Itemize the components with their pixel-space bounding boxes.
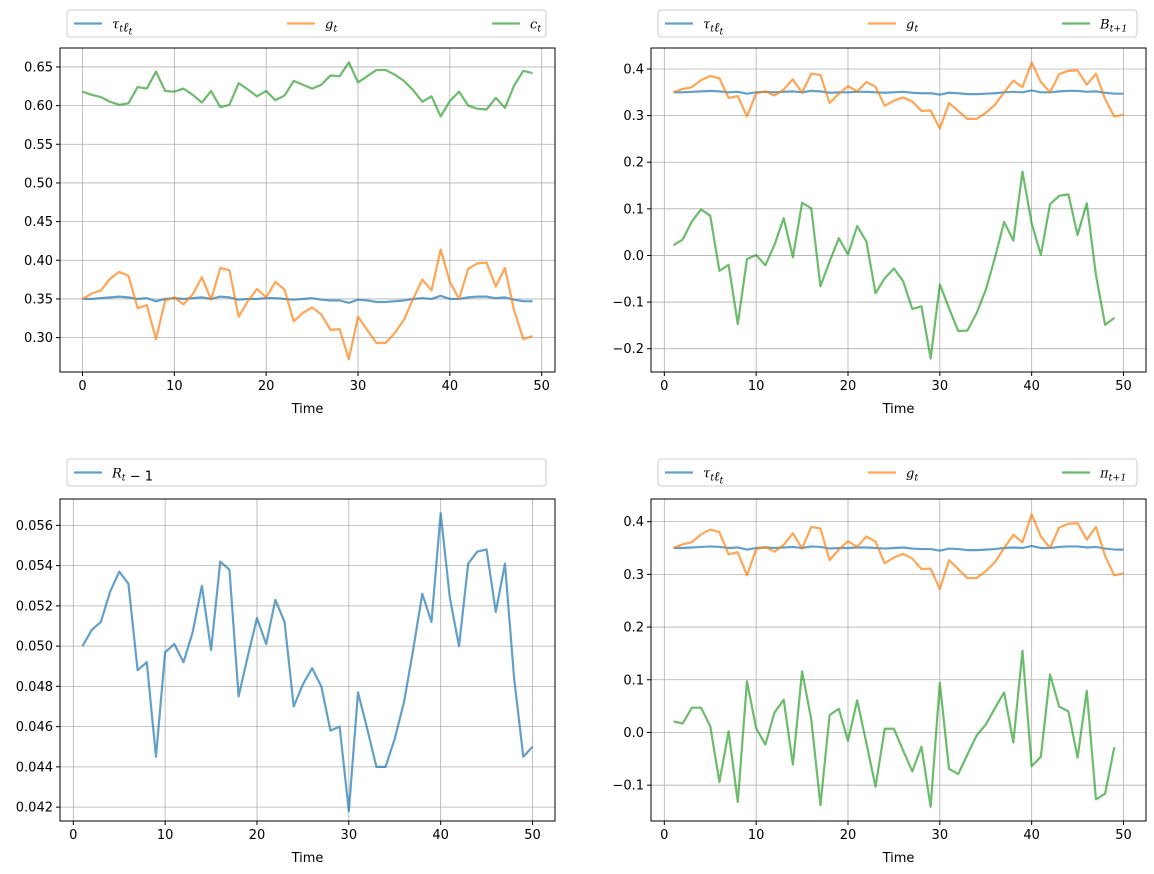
- series-line-1: [673, 89, 1124, 96]
- legend-label: gt: [325, 18, 337, 35]
- y-tick-label: −0.1: [612, 779, 644, 794]
- y-tick-label: −0.1: [612, 296, 644, 311]
- x-tick-label: 0: [69, 828, 77, 843]
- y-tick-label: 0.35: [24, 292, 53, 307]
- y-tick-label: 0.65: [24, 60, 53, 75]
- legend-label: Bt+1: [1099, 18, 1127, 35]
- legend-label: πt+1: [1099, 467, 1126, 484]
- x-tick-label: 30: [350, 379, 367, 394]
- y-tick-label: 0.1: [623, 673, 644, 688]
- x-tick-label: 40: [432, 828, 449, 843]
- series-line-2: [673, 513, 1124, 591]
- x-tick-label: 0: [660, 379, 668, 394]
- x-tick-label: 20: [840, 379, 857, 394]
- y-tick-label: 0.046: [16, 720, 53, 735]
- series-line-1: [673, 544, 1124, 552]
- y-tick-label: 0.3: [623, 109, 644, 124]
- legend-label: τtℓt: [703, 18, 723, 38]
- chart-panel-3: 0 10 20 30 40 50 0.042 0.044 0.046 0.048 0.050 0.05…: [16, 458, 556, 866]
- y-tick-label: 0.60: [24, 99, 53, 114]
- legend-box: [66, 458, 547, 487]
- x-axis-label: Time: [291, 402, 324, 417]
- plot-frame: [59, 47, 556, 373]
- y-tick-label: 0.45: [24, 215, 53, 230]
- x-tick-label: 40: [1023, 379, 1040, 394]
- y-tick-label: 0.4: [623, 62, 644, 77]
- x-tick-label: 50: [533, 379, 550, 394]
- legend-label: Rt − 1: [111, 467, 153, 485]
- legend-label: gt: [906, 467, 918, 484]
- chart-panel-2: 0 10 20 30 40 50 −0.2 −0.1 0.0 0.1 0.2 0.3 0.4 Time τt…: [612, 9, 1147, 417]
- x-tick-label: 50: [1115, 379, 1132, 394]
- series-line-1: [81, 512, 534, 813]
- y-tick-label: 0.50: [24, 176, 53, 191]
- y-tick-label: 0.050: [16, 640, 53, 655]
- legend: Rt − 1: [66, 458, 547, 487]
- series-line-2: [673, 61, 1124, 130]
- legend-label: τtℓt: [703, 467, 723, 487]
- x-axis-label: Time: [882, 851, 915, 866]
- x-tick-label: 30: [932, 828, 949, 843]
- y-tick-label: 0.2: [623, 156, 644, 171]
- y-tick-label: 0.2: [623, 621, 644, 636]
- plot-frame: [59, 498, 556, 822]
- chart-panel-4: 0 10 20 30 40 50 −0.1 0.0 0.1 0.2 0.3 0.4 Time τtℓt gt…: [612, 458, 1147, 866]
- legend-box: [657, 9, 1138, 38]
- x-tick-label: 40: [1023, 828, 1040, 843]
- x-tick-label: 20: [249, 828, 266, 843]
- y-tick-label: 0.042: [16, 801, 53, 816]
- y-tick-label: 0.0: [623, 249, 644, 264]
- plot-frame: [650, 498, 1147, 822]
- x-tick-label: 0: [660, 828, 668, 843]
- x-axis-label: Time: [882, 402, 915, 417]
- y-tick-label: 0.40: [24, 254, 53, 269]
- series-line-1: [82, 294, 533, 304]
- y-tick-label: 0.052: [16, 599, 53, 614]
- legend-label: ct: [530, 18, 541, 35]
- x-tick-label: 10: [748, 828, 765, 843]
- y-tick-label: −0.2: [612, 342, 644, 357]
- series-line-3: [672, 170, 1115, 360]
- y-tick-label: 0.056: [16, 519, 53, 534]
- legend: τtℓt gt Bt+1: [657, 9, 1138, 38]
- legend-box: [657, 458, 1138, 487]
- x-tick-label: 30: [341, 828, 358, 843]
- x-axis-label: Time: [291, 851, 324, 866]
- y-tick-label: 0.048: [16, 680, 53, 695]
- x-tick-label: 40: [442, 379, 459, 394]
- series-line-3: [82, 61, 533, 118]
- x-tick-label: 10: [157, 828, 174, 843]
- x-tick-label: 10: [748, 379, 765, 394]
- y-tick-label: 0.30: [24, 331, 53, 346]
- x-tick-label: 0: [78, 379, 86, 394]
- x-tick-label: 20: [840, 828, 857, 843]
- y-tick-label: 0.1: [623, 202, 644, 217]
- y-tick-label: 0.044: [16, 760, 53, 775]
- y-tick-label: 0.3: [623, 568, 644, 583]
- legend: τtℓt gt πt+1: [657, 458, 1138, 487]
- y-tick-label: 0.0: [623, 726, 644, 741]
- y-tick-label: 0.054: [16, 559, 53, 574]
- legend: τtℓt gt ct: [66, 9, 547, 38]
- plot-frame: [650, 47, 1147, 373]
- chart-panel-1: 0 10 20 30 40 50 0.30 0.35 0.40 0.45 0.50 0.55 0.60 0…: [24, 9, 556, 417]
- legend-label: gt: [906, 18, 918, 35]
- legend-label: τtℓt: [112, 18, 132, 38]
- series-line-2: [81, 248, 533, 361]
- x-tick-label: 50: [1115, 828, 1132, 843]
- x-tick-label: 20: [258, 379, 275, 394]
- series-line-3: [673, 649, 1116, 808]
- x-tick-label: 30: [932, 379, 949, 394]
- x-tick-label: 50: [524, 828, 541, 843]
- x-tick-label: 10: [166, 379, 183, 394]
- y-tick-label: 0.55: [24, 138, 53, 153]
- y-tick-label: 0.4: [623, 515, 644, 530]
